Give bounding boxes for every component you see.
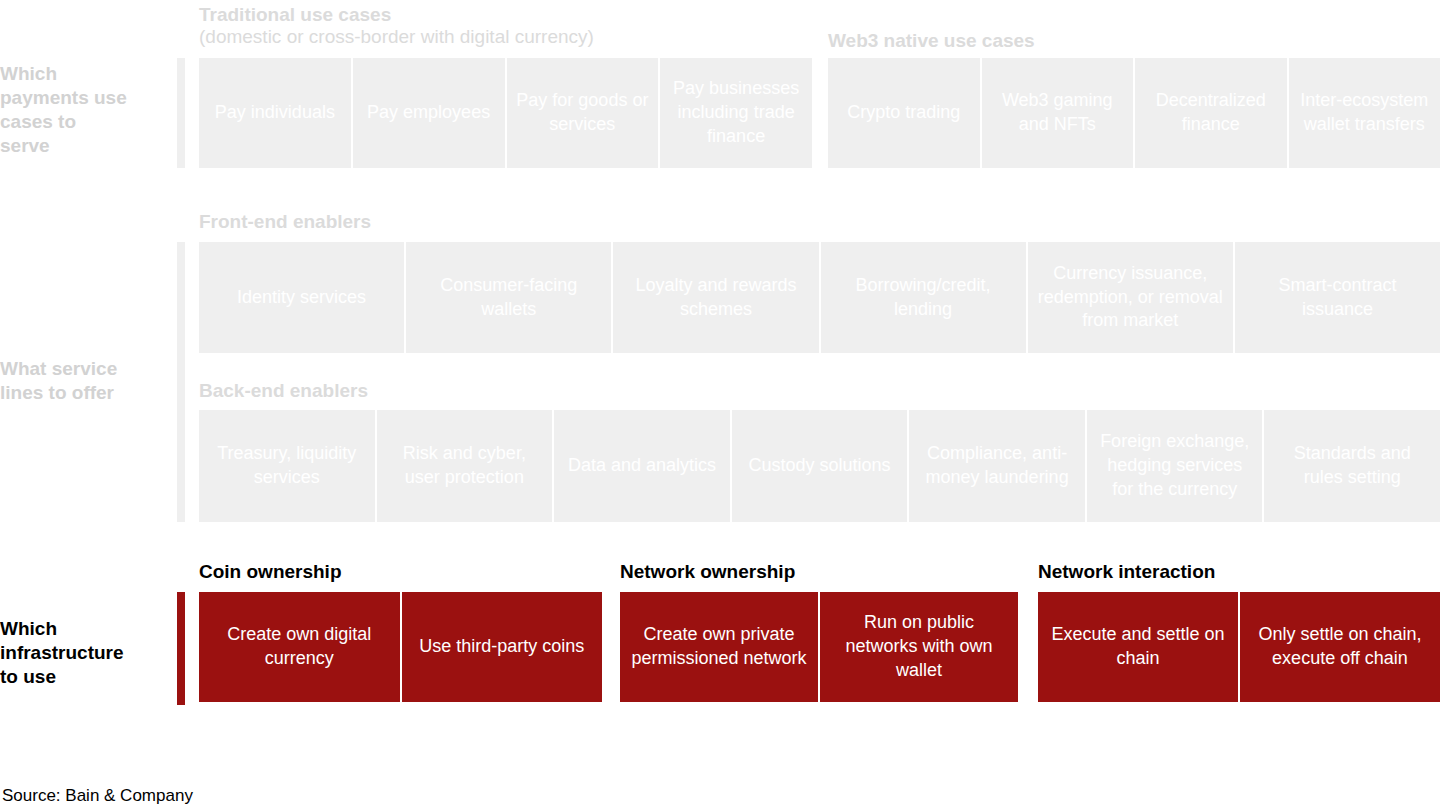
- service-box-treasury-liquidity: Treasury, liquidity services: [199, 410, 375, 522]
- group-title-web3-use-cases: Web3 native use cases: [828, 30, 1035, 52]
- bain-infographic: Which payments use cases to serve Tradit…: [0, 0, 1440, 810]
- service-box-standards-rules: Standards and rules setting: [1264, 410, 1440, 522]
- service-box-data-analytics: Data and analytics: [554, 410, 730, 522]
- use-case-box-web3-gaming-nfts: Web3 gaming and NFTs: [982, 58, 1134, 168]
- use-case-box-inter-ecosystem-wallet: Inter-ecosystem wallet transfers: [1289, 58, 1440, 168]
- coin-ownership-boxes: Create own digital currency Use third-pa…: [199, 592, 602, 702]
- infra-box-create-own-currency: Create own digital currency: [199, 592, 400, 702]
- group-title-traditional-use-cases: Traditional use cases (domestic or cross…: [199, 4, 594, 48]
- infra-box-settle-on-chain-execute-off: Only settle on chain, execute off chain: [1240, 592, 1440, 702]
- use-case-box-pay-individuals: Pay individuals: [199, 58, 351, 168]
- use-case-box-decentralized-finance: Decentralized finance: [1135, 58, 1287, 168]
- row-label-service-lines: What service lines to offer: [0, 357, 135, 405]
- service-box-custody-solutions: Custody solutions: [732, 410, 908, 522]
- row1-accent-bar: [177, 58, 185, 168]
- service-box-foreign-exchange: Foreign exchange, hedging services for t…: [1087, 410, 1263, 522]
- use-case-box-pay-goods-services: Pay for goods or services: [507, 58, 659, 168]
- web3-use-case-boxes: Crypto trading Web3 gaming and NFTs Dece…: [828, 58, 1440, 168]
- front-end-enabler-boxes: Identity services Consumer-facing wallet…: [199, 242, 1440, 353]
- service-box-compliance-aml: Compliance, anti-money laundering: [909, 410, 1085, 522]
- network-ownership-boxes: Create own private permissioned network …: [620, 592, 1018, 702]
- infra-box-execute-settle-on-chain: Execute and settle on chain: [1038, 592, 1238, 702]
- service-box-smart-contract-issuance: Smart-contract issuance: [1235, 242, 1440, 353]
- service-box-borrowing-credit: Borrowing/credit, lending: [821, 242, 1026, 353]
- group-title-front-end-enablers: Front-end enablers: [199, 211, 371, 233]
- use-case-box-crypto-trading: Crypto trading: [828, 58, 980, 168]
- group-title-traditional-main: Traditional use cases: [199, 4, 594, 26]
- group-title-traditional-subtitle: (domestic or cross-border with digital c…: [199, 26, 594, 48]
- group-title-back-end-enablers: Back-end enablers: [199, 380, 368, 402]
- source-attribution: Source: Bain & Company: [2, 786, 193, 806]
- row2-accent-bar: [177, 242, 185, 522]
- network-interaction-boxes: Execute and settle on chain Only settle …: [1038, 592, 1440, 702]
- row-label-payments-use-cases: Which payments use cases to serve: [0, 62, 130, 158]
- service-box-loyalty-rewards: Loyalty and rewards schemes: [613, 242, 818, 353]
- back-end-enabler-boxes: Treasury, liquidity services Risk and cy…: [199, 410, 1440, 522]
- infra-box-public-networks-own-wallet: Run on public networks with own wallet: [820, 592, 1018, 702]
- row-label-infrastructure: Which infrastructure to use: [0, 617, 140, 689]
- group-title-coin-ownership: Coin ownership: [199, 561, 342, 583]
- use-case-box-pay-employees: Pay employees: [353, 58, 505, 168]
- service-box-currency-issuance: Currency issuance, redemption, or remova…: [1028, 242, 1233, 353]
- infra-box-third-party-coins: Use third-party coins: [402, 592, 603, 702]
- service-box-risk-cyber: Risk and cyber, user protection: [377, 410, 553, 522]
- service-box-consumer-wallets: Consumer-facing wallets: [406, 242, 611, 353]
- infra-box-private-permissioned-network: Create own private permissioned network: [620, 592, 818, 702]
- group-title-network-ownership: Network ownership: [620, 561, 795, 583]
- row3-accent-bar: [177, 592, 185, 705]
- traditional-use-case-boxes: Pay individuals Pay employees Pay for go…: [199, 58, 812, 168]
- service-box-identity-services: Identity services: [199, 242, 404, 353]
- group-title-network-interaction: Network interaction: [1038, 561, 1215, 583]
- use-case-box-pay-businesses: Pay businesses including trade finance: [660, 58, 812, 168]
